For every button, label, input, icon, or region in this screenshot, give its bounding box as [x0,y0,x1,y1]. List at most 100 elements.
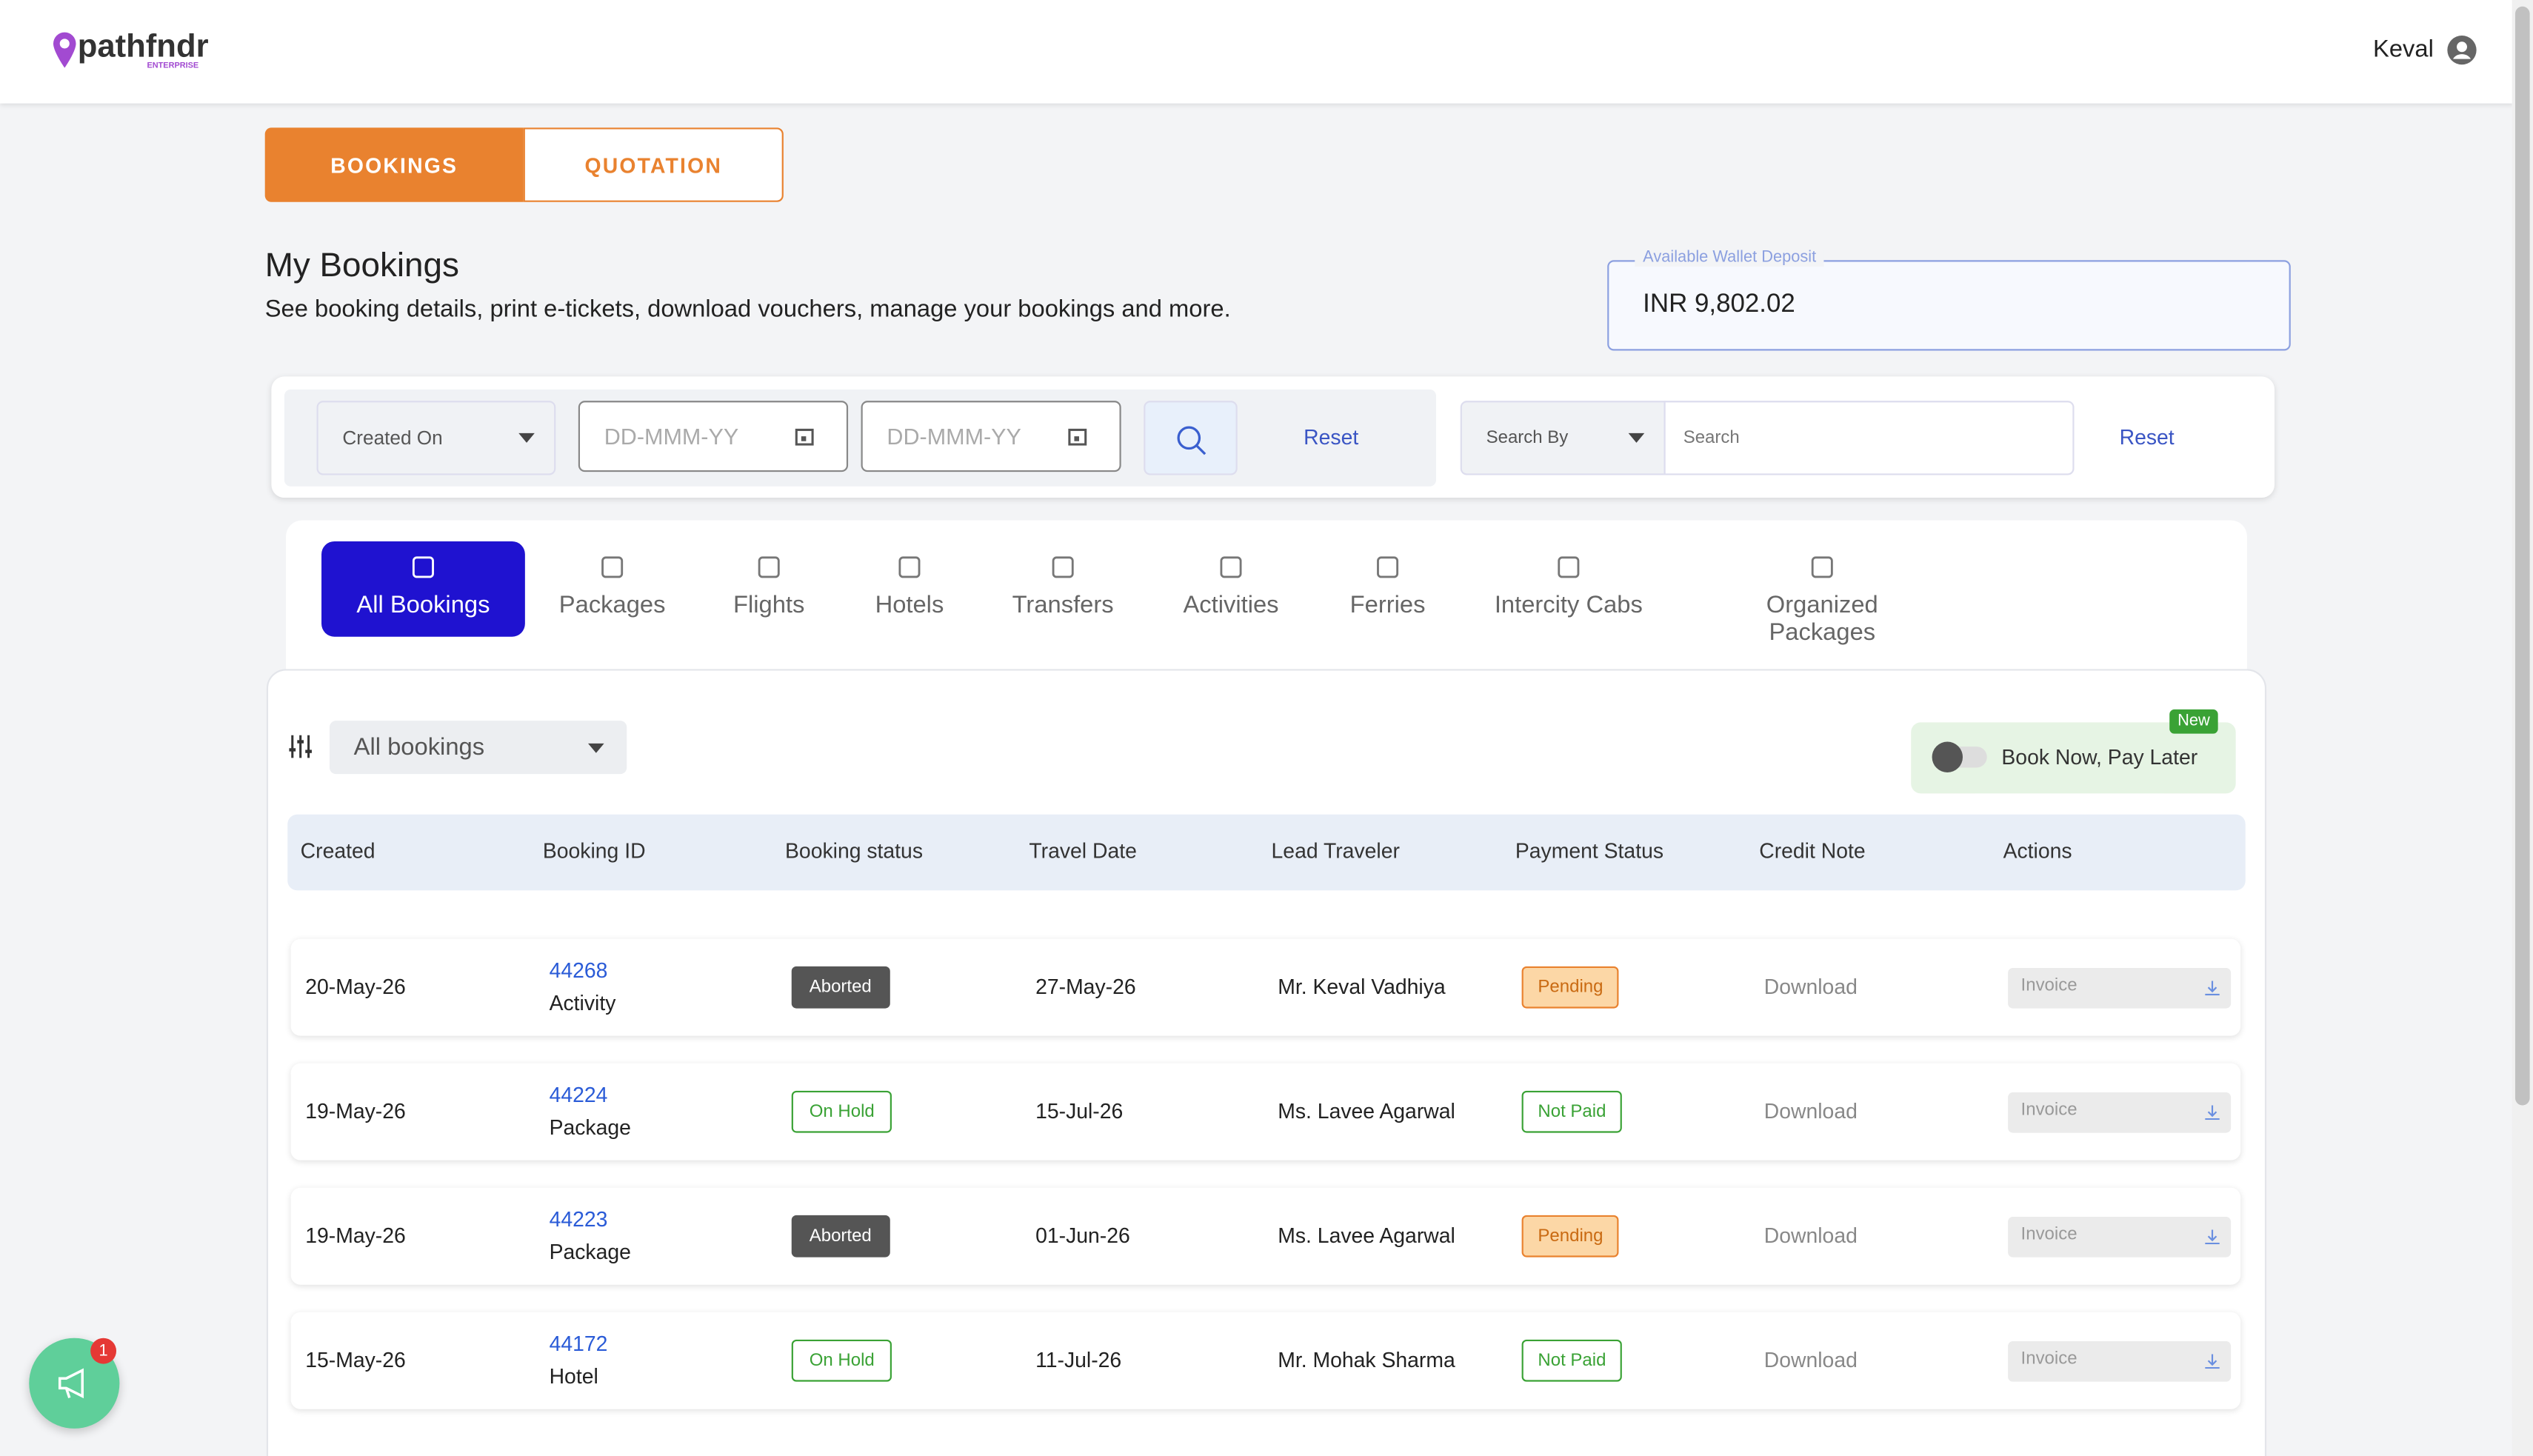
category-tab[interactable]: Packages [510,541,714,637]
announcement-button[interactable]: 1 [29,1338,120,1429]
invoice-button[interactable]: Invoice [2008,1341,2232,1382]
page-subtitle: See booking details, print e-tickets, do… [264,295,1231,324]
from-date[interactable]: DD-MMM-YY [578,401,849,472]
booking-type: Hotel [549,1363,598,1389]
pay-later-box: Book Now, Pay Later New [1911,709,2236,794]
download-link[interactable]: Download [1763,974,1858,999]
travel-date: 27-May-26 [1035,974,1136,999]
download-link[interactable]: Download [1763,1223,1858,1248]
booking-id[interactable]: 44223 [549,1206,608,1232]
placeholder: DD-MMM-YY [887,423,1021,450]
wallet-box: Available Wallet Deposit INR 9,802.02 [1607,249,2291,351]
download-link[interactable]: Download [1763,1347,1858,1372]
bookings-panel: All bookings Book Now, Pay Later New Cre… [266,669,2267,1456]
table-row[interactable]: 19-May-26 44224 Package On Hold 15-Jul-26 Ms.… [290,1063,2241,1161]
table-row[interactable]: 15-May-26 44172 Hotel On Hold 11-Jul-26 Mr. M… [290,1312,2241,1409]
category-icon [1811,556,1833,578]
user-name[interactable]: Keval [2373,36,2434,64]
category-tab[interactable]: Hotels [808,541,1012,637]
scroll-thumb[interactable] [2514,6,2530,1106]
booking-status: Aborted [791,1215,890,1258]
category-tab[interactable]: Intercity Cabs [1466,541,1670,637]
booking-status: On Hold [791,1339,892,1382]
column-header: Booking status [785,838,924,864]
invoice-label[interactable]: Invoice [2020,1224,2078,1245]
invoice-label[interactable]: Invoice [2020,975,2078,996]
travel-date: 11-Jul-26 [1035,1347,1122,1372]
column-header: Booking ID [542,838,646,864]
booking-type: Package [549,1239,631,1264]
caret [587,743,604,753]
invoice-button[interactable]: Invoice [2008,968,2232,1009]
category-tab[interactable]: Flights [667,541,871,637]
booking-id[interactable]: 44172 [549,1331,608,1356]
date-type-select[interactable]: Created On [316,401,556,475]
search-button[interactable] [1144,401,1238,475]
column-header: Credit Note [1759,838,1866,864]
download-link[interactable]: Download [1763,1098,1858,1123]
search-input[interactable]: Search [1663,401,2075,475]
reset-link[interactable]: Reset [1304,424,1359,450]
category-icon [1052,556,1074,578]
created-date: 15-May-26 [305,1347,406,1372]
column-header: Lead Traveler [1271,838,1400,864]
created-date: 20-May-26 [305,974,406,999]
select-value: All bookings [353,733,485,761]
invoice-label[interactable]: Invoice [2020,1349,2078,1369]
scrollbar[interactable] [2512,0,2533,1456]
category-icon [601,556,624,578]
new-badge: New [2169,709,2218,734]
payment-status: Not Paid [1521,1339,1623,1382]
category-tab[interactable]: All Bookings [321,541,525,637]
category-label: All Bookings [356,591,490,619]
search-by-select[interactable]: Search By [1460,401,1666,475]
reset-link[interactable]: Reset [2119,424,2175,450]
lead-traveler: Mr. Keval Vadhiya [1278,974,1446,999]
category-label: Hotels [875,591,944,619]
tab[interactable]: BOOKINGS [264,127,524,202]
lead-traveler: Ms. Lavee Agarwal [1278,1098,1455,1123]
search-icon [1177,426,1207,455]
category-tab[interactable]: Ferries [1286,541,1489,637]
travel-date: 15-Jul-26 [1035,1098,1124,1123]
filter-icon[interactable] [287,734,313,760]
booking-id[interactable]: 44268 [549,958,608,983]
table-row[interactable]: 20-May-26 44268 Activity Aborted 27-May-26 Mr… [290,938,2241,1036]
placeholder: Search [1683,428,1740,448]
calendar-icon [795,428,814,446]
status-filter[interactable]: All bookings [329,721,627,775]
invoice-label[interactable]: Invoice [2020,1100,2078,1121]
toggle[interactable] [1932,741,1987,772]
created-date: 19-May-26 [305,1223,406,1248]
category-label: Organized Packages [1766,591,1878,647]
category-label: Transfers [1012,591,1114,619]
lead-traveler: Ms. Lavee Agarwal [1278,1223,1455,1248]
toggle-label: Book Now, Pay Later [2001,744,2198,769]
category-tab[interactable]: Organized Packages [1721,541,1924,647]
category-label: Ferries [1349,591,1426,619]
category-icon [1377,556,1399,578]
table-row[interactable]: 19-May-26 44223 Package Aborted 01-Jun-26 Ms.… [290,1187,2241,1285]
travel-date: 01-Jun-26 [1035,1223,1130,1248]
to-date[interactable]: DD-MMM-YY [861,401,1121,472]
column-header: Actions [2003,838,2072,864]
calendar-icon [1068,428,1087,446]
select-value: Created On [342,427,443,450]
tab[interactable]: QUOTATION [523,127,784,202]
invoice-button[interactable]: Invoice [2008,1092,2232,1133]
invoice-button[interactable]: Invoice [2008,1217,2232,1258]
category-tab[interactable]: Activities [1129,541,1333,637]
column-header: Payment Status [1515,838,1664,864]
user-icon[interactable] [2446,34,2478,67]
category-tab[interactable]: Transfers [961,541,1165,637]
table-header: Created Booking ID Booking status Travel Da… [287,814,2246,891]
column-header: Travel Date [1029,838,1137,864]
lead-traveler: Mr. Mohak Sharma [1278,1347,1455,1372]
caret [518,433,535,443]
category-label: Activities [1183,591,1279,619]
category-icon [1558,556,1580,578]
logo[interactable]: pathfndr [77,29,209,65]
booking-id[interactable]: 44224 [549,1082,608,1107]
toggle-knob [1932,741,1963,772]
